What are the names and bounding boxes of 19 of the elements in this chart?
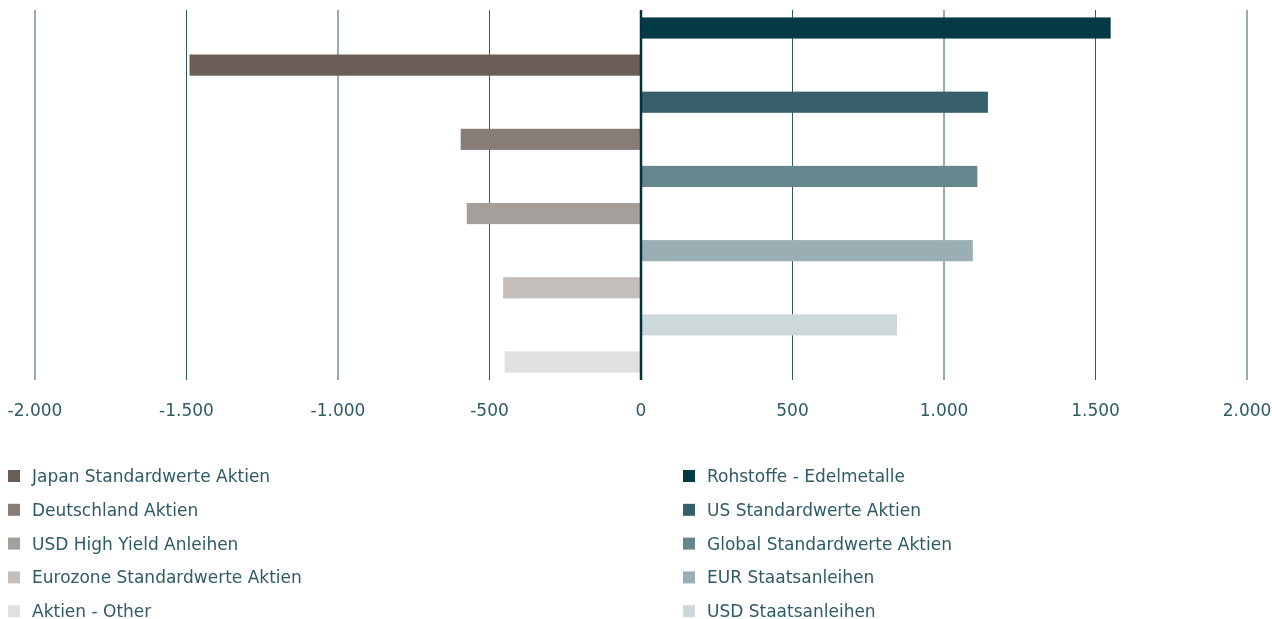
legend-label: Aktien - Other [32, 601, 152, 619]
x-tick-label: -1.500 [159, 400, 214, 420]
legend-label: US Standardwerte Aktien [707, 499, 921, 520]
legend-label: USD High Yield Anleihen [32, 533, 239, 554]
x-tick-label: -1.000 [310, 400, 366, 420]
x-tick-label: 1.500 [1071, 400, 1120, 420]
x-tick-label: 0 [635, 400, 647, 420]
legend-label: Japan Standardwerte Aktien [31, 466, 271, 486]
x-tick-label: 500 [776, 400, 809, 420]
legend-label: USD Staatsanleihen [707, 601, 876, 619]
legend-label: Eurozone Standardwerte Aktien [32, 567, 302, 588]
x-tick-label: -2.000 [7, 400, 63, 420]
x-tick-label: 1.000 [919, 400, 969, 420]
legend-label: Deutschland Aktien [32, 499, 199, 520]
x-tick-label: 2.000 [1222, 400, 1272, 420]
legend-label: EUR Staatsanleihen [707, 567, 875, 588]
x-tick-label: -500 [470, 400, 509, 420]
legend-label: Global Standardwerte Aktien [707, 533, 952, 554]
legend-label: Rohstoffe - Edelmetalle [707, 466, 905, 486]
